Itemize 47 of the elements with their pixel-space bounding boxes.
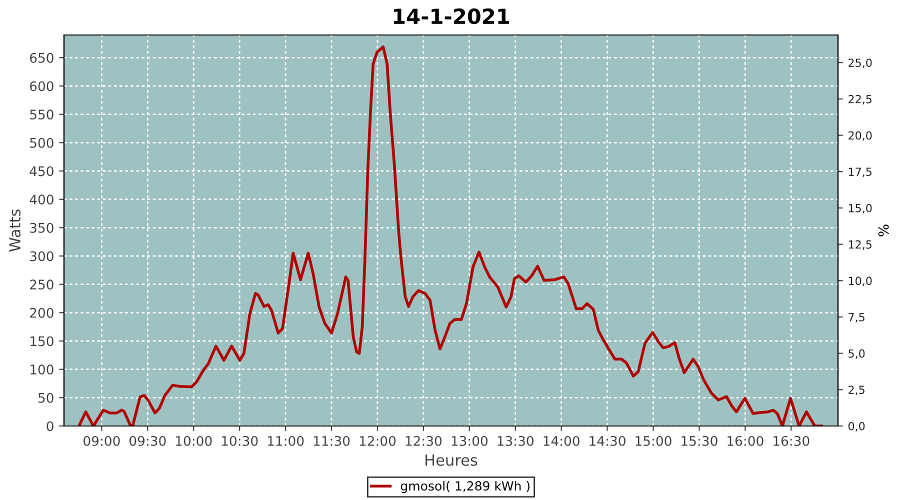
y2-tick-label: 5,0	[848, 349, 865, 359]
y2-tick-label: 0,0	[848, 422, 865, 432]
y2-tick-label: 10,0	[848, 276, 872, 286]
x-tick-label: 11:30	[314, 436, 350, 446]
y-tick-label: 550	[30, 110, 54, 120]
y2-tick-label: 25,0	[848, 58, 872, 68]
y-tick-label: 600	[30, 81, 54, 92]
x-tick-label: 12:00	[360, 436, 396, 446]
line-series	[78, 46, 823, 426]
x-axis-title: Heures	[426, 454, 478, 466]
y2-tick-label: 15,0	[848, 204, 872, 214]
x-tick-label: 13:30	[498, 436, 534, 446]
x-tick-label: 13:00	[452, 436, 488, 446]
y-tick-label: 300	[30, 251, 54, 262]
y2-tick-label: 12,5	[848, 240, 872, 250]
y2-axis-title: %	[878, 224, 889, 236]
y-axis-title: Watts	[9, 210, 21, 252]
y-tick-label: 400	[30, 194, 54, 205]
y-tick-label: 650	[30, 52, 54, 63]
x-tick-label: 14:30	[590, 436, 626, 446]
x-tick-label: 10:00	[176, 436, 212, 446]
x-tick-label: 16:00	[728, 436, 764, 446]
x-tick-label: 15:30	[682, 436, 718, 446]
x-tick-label: 14:00	[544, 436, 580, 446]
y-tick-label: 250	[30, 280, 54, 290]
x-tick-label: 16:30	[774, 436, 810, 446]
y-tick-label: 200	[30, 308, 54, 318]
x-tick-label: 11:00	[268, 436, 304, 446]
y-tick-label: 50	[38, 392, 54, 403]
y-tick-label: 500	[30, 138, 54, 148]
y-tick-label: 150	[30, 336, 54, 346]
chart-title: 14-1-2021	[394, 8, 509, 24]
legend-label: gmosol( 1,289 kWh )	[400, 480, 530, 494]
y-tick-label: 100	[30, 364, 54, 375]
y-tick-label: 0	[46, 421, 54, 432]
x-tick-label: 12:30	[406, 436, 442, 446]
y2-tick-label: 17,5	[848, 168, 872, 178]
x-tick-label: 09:30	[130, 436, 166, 446]
x-tick-label: 15:00	[636, 436, 672, 446]
y2-tick-label: 20,0	[848, 131, 872, 141]
x-tick-label: 10:30	[222, 436, 258, 446]
y-tick-label: 450	[30, 166, 54, 176]
x-tick-label: 09:00	[84, 436, 120, 446]
y2-tick-label: 22,5	[848, 94, 872, 104]
y-tick-label: 350	[30, 222, 54, 233]
y2-tick-label: 7,5	[848, 313, 864, 322]
y2-tick-label: 2,5	[848, 386, 864, 396]
